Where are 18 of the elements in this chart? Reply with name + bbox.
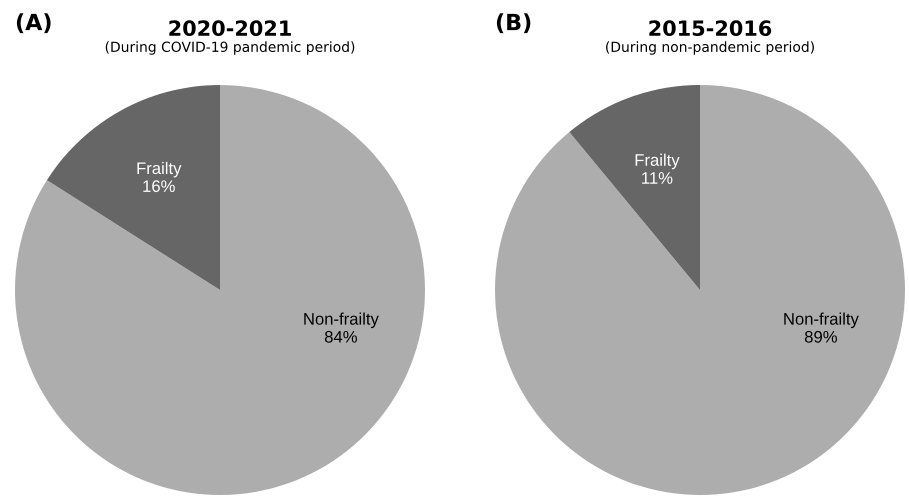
chart-subtitle: (During COVID-19 pandemic period) <box>106 41 354 55</box>
data-label: 16% <box>143 180 175 192</box>
slice-label: Frailty <box>636 154 680 170</box>
data-label: 89% <box>804 330 837 343</box>
slice-label: Non-frailty <box>784 312 859 328</box>
chart-subtitle: (During non-pandemic period) <box>606 41 814 55</box>
pie-slice <box>495 85 905 495</box>
slice-label: Frailty <box>137 162 182 178</box>
pie-slice <box>569 85 700 290</box>
pie-slice <box>46 85 220 290</box>
chart-title: 2020-2021 <box>169 20 291 36</box>
chart-title: 2015-2016 <box>649 20 772 36</box>
pie-slice <box>15 85 425 495</box>
slice-label: Non-frailty <box>304 312 379 328</box>
text: (B) <box>496 13 530 34</box>
data-label: 11% <box>642 172 672 184</box>
data-label: 84% <box>324 330 357 343</box>
text: (A) <box>16 13 51 34</box>
